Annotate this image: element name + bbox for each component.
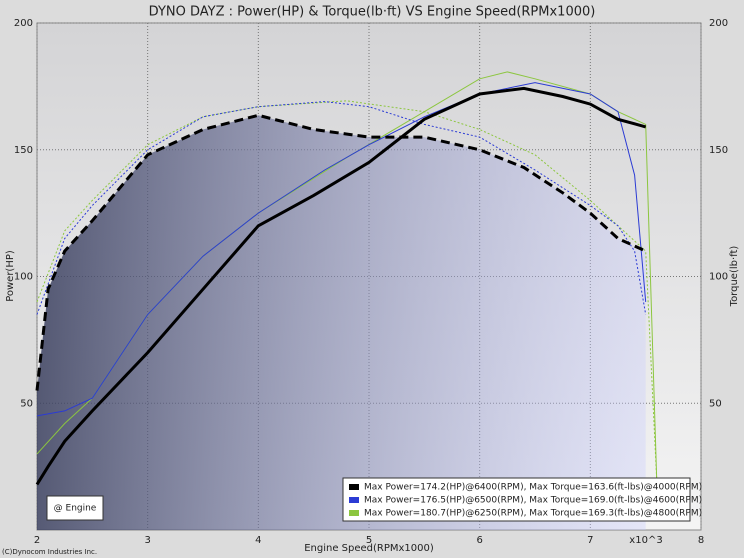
y2-tick-label: 100 [709,272,728,283]
y-tick-label: 150 [14,145,33,156]
legend-label: Max Power=176.5(HP)@6500(RPM), Max Torqu… [364,496,702,506]
legend-swatch [349,484,359,490]
y-tick-label: 50 [20,398,33,409]
legend-box [342,477,691,522]
x-tick-label: 6 [476,535,482,546]
x-tick-label: 7 [587,535,593,546]
x-multiplier: x10^3 [629,535,662,546]
y-tick-label: 100 [14,272,33,283]
power-line [36,82,647,417]
engine-box [46,495,104,521]
y2-tick-label: 50 [709,398,722,409]
legend-label: Max Power=180.7(HP)@6250(RPM), Max Torqu… [364,509,702,519]
y2-tick-label: 200 [709,18,728,29]
x-tick-label: 8 [698,535,704,546]
x-tick-label: 5 [366,535,372,546]
y-tick-label: 200 [14,18,33,29]
y-axis-label: Power(HP) [5,250,16,302]
x-tick-label: 2 [34,535,40,546]
legend-label: Max Power=174.2(HP)@6400(RPM), Max Torqu… [364,483,702,493]
engine-box-label: @ Engine [54,504,97,514]
torque-area [37,115,646,531]
power-line [35,86,647,486]
marks [35,22,702,531]
y2-axis-label: Torque(lb·ft) [729,246,740,308]
x-tick-label: 4 [255,535,261,546]
y2-tick-label: 150 [709,145,728,156]
torque-line [36,100,658,480]
chart-title: DYNO DAYZ : Power(HP) & Torque(lb·ft) VS… [149,5,596,20]
credit: (C)Dynocom Industries Inc. [2,548,97,556]
x-tick-label: 3 [144,535,150,546]
legend: Max Power=174.2(HP)@6400(RPM), Max Torqu… [342,477,702,522]
x-axis-label: Engine Speed(RPMx1000) [304,543,434,554]
legend-swatch [349,497,359,503]
legend-swatch [349,510,359,516]
